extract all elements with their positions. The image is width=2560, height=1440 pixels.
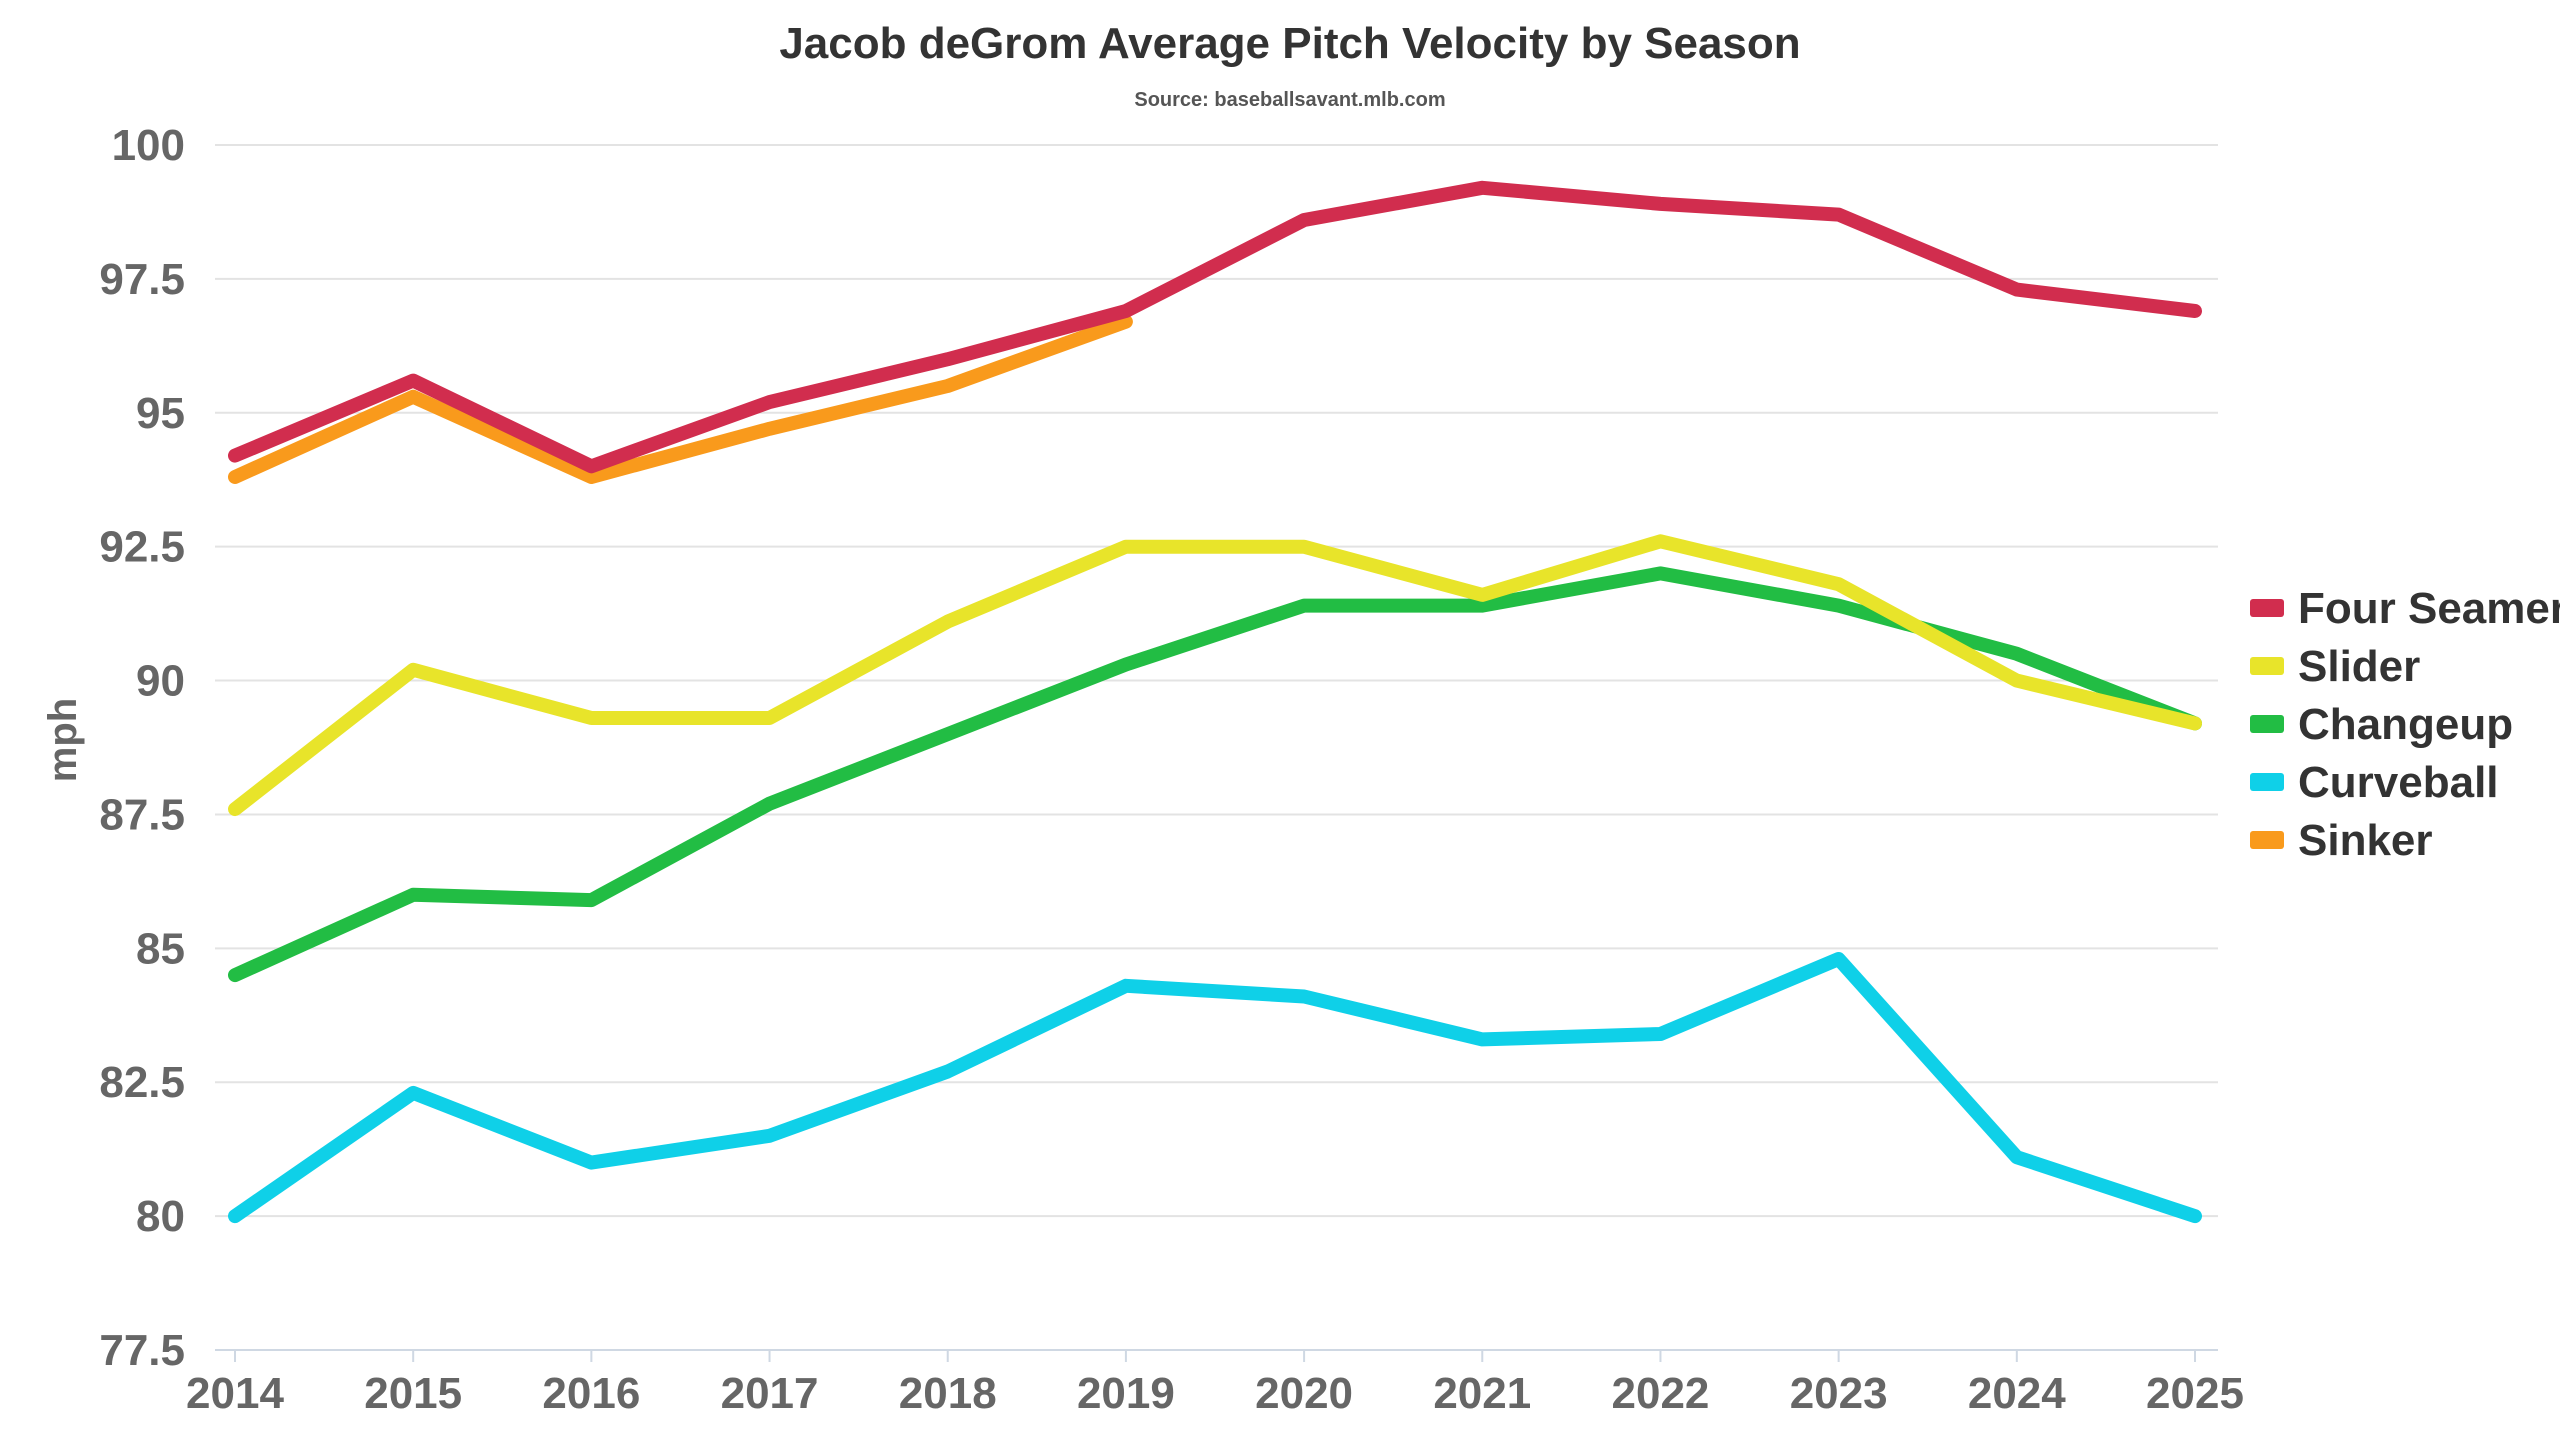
y-tick-label: 92.5: [99, 523, 185, 572]
series-line-changeup: [228, 566, 2202, 983]
legend: Four Seamer Slider Changeup Curveball Sinker: [2250, 584, 2560, 865]
x-tick-label: 2023: [1790, 1369, 1888, 1418]
x-tick-label: 2019: [1077, 1369, 1175, 1418]
x-tick-label: 2024: [1968, 1369, 2066, 1418]
y-tick-label: 77.5: [99, 1326, 185, 1375]
y-tick-label: 97.5: [99, 255, 185, 304]
x-tick-label: 2015: [364, 1369, 462, 1418]
y-tick-label: 87.5: [99, 790, 185, 839]
y-axis-ticks: 77.5 80 82.5 85 87.5 90 92.5 95 97.5 100: [99, 121, 185, 1375]
legend-label: Curveball: [2298, 758, 2499, 807]
y-tick-label: 100: [112, 121, 185, 170]
legend-swatch: [2250, 715, 2284, 733]
legend-item-slider[interactable]: Slider: [2250, 642, 2420, 691]
y-tick-label: 95: [136, 389, 185, 438]
legend-item-changeup[interactable]: Changeup: [2250, 700, 2513, 749]
legend-swatch: [2250, 599, 2284, 617]
x-tick-label: 2020: [1255, 1369, 1353, 1418]
y-axis-label: mph: [41, 698, 85, 782]
y-tick-label: 90: [136, 657, 185, 706]
y-tick-label: 80: [136, 1192, 185, 1241]
series-line-sinker: [228, 314, 1133, 484]
x-tick-label: 2025: [2146, 1369, 2244, 1418]
chart-title: Jacob deGrom Average Pitch Velocity by S…: [779, 19, 1800, 68]
chart-subtitle: Source: baseballsavant.mlb.com: [1134, 89, 1445, 111]
y-tick-label: 82.5: [99, 1058, 185, 1107]
series-line-slider: [228, 534, 2202, 817]
series-line-four-seamer: [228, 180, 2202, 474]
legend-item-curveball[interactable]: Curveball: [2250, 758, 2499, 807]
series-line-curveball: [228, 952, 2202, 1224]
x-axis-ticks: 2014 2015 2016 2017 2018 2019 2020 2021 2022 2023…: [186, 1350, 2244, 1418]
x-tick-label: 2021: [1433, 1369, 1531, 1418]
legend-label: Sinker: [2298, 816, 2433, 865]
legend-swatch: [2250, 773, 2284, 791]
legend-label: Changeup: [2298, 700, 2513, 749]
x-tick-label: 2022: [1612, 1369, 1710, 1418]
x-tick-label: 2017: [721, 1369, 819, 1418]
legend-label: Four Seamer: [2298, 584, 2560, 633]
legend-item-sinker[interactable]: Sinker: [2250, 816, 2433, 865]
series-lines: [228, 180, 2202, 1224]
y-tick-label: 85: [136, 924, 185, 973]
legend-swatch: [2250, 657, 2284, 675]
x-tick-label: 2016: [542, 1369, 640, 1418]
x-tick-label: 2018: [899, 1369, 997, 1418]
legend-label: Slider: [2298, 642, 2420, 691]
x-tick-label: 2014: [186, 1369, 284, 1418]
legend-item-four-seamer[interactable]: Four Seamer: [2250, 584, 2560, 633]
legend-swatch: [2250, 831, 2284, 849]
